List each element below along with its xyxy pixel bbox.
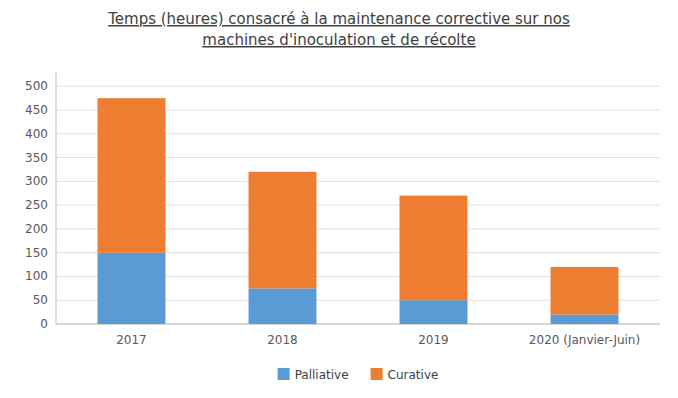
- y-tick-label: 250: [25, 198, 48, 212]
- legend-swatch: [371, 368, 383, 380]
- x-tick-label: 2020 (Janvier-Juin): [529, 333, 640, 347]
- title-line: Temps (heures) consacré à la maintenance…: [107, 10, 570, 28]
- y-tick-label: 450: [25, 103, 48, 117]
- legend-swatch: [278, 368, 290, 380]
- bar: [98, 253, 166, 324]
- legend-label: Curative: [388, 368, 439, 382]
- title-line: machines d'inoculation et de récolte: [202, 31, 475, 49]
- bar: [400, 196, 468, 301]
- y-tick-label: 50: [33, 293, 48, 307]
- bar: [551, 314, 619, 324]
- bar: [551, 267, 619, 315]
- legend-item: Curative: [371, 368, 439, 382]
- y-tick-label: 300: [25, 174, 48, 188]
- legend: Palliative Curative: [278, 368, 439, 382]
- y-axis-line: [56, 72, 57, 324]
- grid-line: [56, 86, 660, 87]
- y-tick-label: 350: [25, 151, 48, 165]
- x-tick-label: 2017: [116, 333, 147, 347]
- bar: [249, 172, 317, 288]
- bar: [98, 98, 166, 253]
- y-tick-label: 500: [25, 79, 48, 93]
- x-tick-label: 2019: [418, 333, 449, 347]
- bar: [249, 288, 317, 324]
- title: Temps (heures) consacré à la maintenance…: [107, 10, 570, 49]
- y-tick-label: 400: [25, 127, 48, 141]
- bars: [98, 98, 619, 324]
- legend-item: Palliative: [278, 368, 349, 382]
- chart: Temps (heures) consacré à la maintenance…: [0, 0, 678, 398]
- grid: [56, 86, 660, 324]
- y-tick-label: 150: [25, 246, 48, 260]
- y-tick-label: 200: [25, 222, 48, 236]
- legend-label: Palliative: [295, 368, 349, 382]
- bar: [400, 300, 468, 324]
- y-tick-label: 100: [25, 269, 48, 283]
- x-tick-label: 2018: [267, 333, 298, 347]
- y-tick-label: 0: [40, 317, 48, 331]
